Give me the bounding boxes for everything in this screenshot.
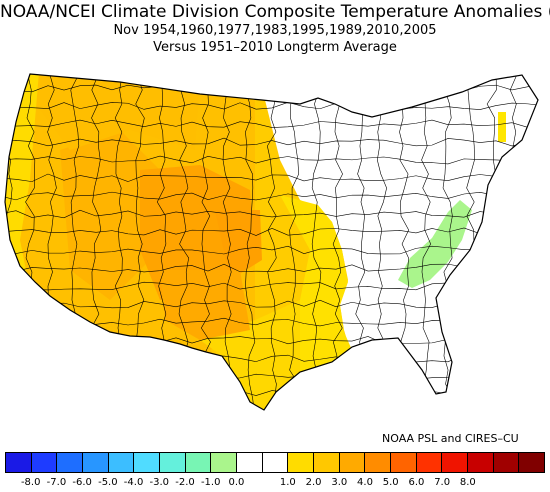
scale-tick-label: 2.0 (305, 477, 322, 488)
scale-tick-label: -4.0 (123, 477, 144, 488)
scale-tick-label: 4.0 (357, 477, 373, 488)
color-scale-cell (339, 453, 366, 472)
color-scale-cell (211, 453, 238, 472)
color-scale-cell (519, 453, 545, 472)
color-scale-cell (442, 453, 469, 472)
northern-rockies-region (40, 74, 200, 150)
scale-tick-label: -5.0 (98, 477, 118, 488)
color-scale-bar (5, 452, 545, 473)
map-subtitle-years: Nov 1954,1960,1977,1983,1995,1989,2010,2… (113, 23, 437, 38)
color-scale-cell (468, 453, 494, 472)
scale-tick-label: 7.0 (434, 477, 451, 488)
scale-tick-label: 8.0 (459, 477, 476, 488)
scale-tick-label: -7.0 (46, 477, 67, 488)
color-scale-cell (391, 453, 417, 472)
us-anomaly-map (4, 73, 539, 411)
scale-tick-label: 0.0 (228, 477, 245, 488)
color-scale-cell (57, 453, 84, 472)
color-scale-cell (237, 453, 263, 472)
scale-tick-label: 3.0 (331, 477, 348, 488)
texas-region (200, 300, 300, 410)
color-scale-cell (416, 453, 443, 472)
color-scale-cell (160, 453, 186, 472)
color-scale-cell (288, 453, 315, 472)
scale-tick-label: -8.0 (20, 477, 41, 488)
scale-tick-label: -6.0 (72, 477, 92, 488)
color-scale-cell (6, 453, 32, 472)
color-scale-cell (262, 453, 289, 472)
scale-tick-label: -2.0 (175, 477, 195, 488)
color-scale-ticks: -8.0 -7.0 -6.0 -5.0 -4.0 -3.0 -2.0 -1.0 0.0 1.0 2.… (0, 477, 550, 491)
scale-tick-label: -1.0 (200, 477, 221, 488)
color-scale-cell (83, 453, 109, 472)
credit-label: NOAA PSL and CIRES–CU (382, 432, 519, 445)
four-corners-region (140, 165, 255, 300)
color-scale-cell (314, 453, 340, 472)
color-scale-cell (365, 453, 392, 472)
us-outline (4, 73, 539, 411)
scale-tick-label: 6.0 (408, 477, 425, 488)
scale-tick-label: -3.0 (149, 477, 170, 488)
color-scale-cell (134, 453, 161, 472)
appalachian-region (398, 200, 472, 288)
map-subtitle-baseline: Versus 1951–2010 Longterm Average (153, 40, 397, 55)
color-scale-cell (31, 453, 58, 472)
map-title: NOAA/NCEI Climate Division Composite Tem… (0, 2, 550, 22)
color-scale-cell (493, 453, 520, 472)
vermont-region (498, 112, 506, 142)
great-basin-region (60, 130, 160, 300)
scale-tick-label: 1.0 (279, 477, 296, 488)
color-scale-cell (108, 453, 135, 472)
scale-tick-label: 5.0 (382, 477, 399, 488)
southern-plains-region (215, 210, 262, 280)
color-scale-cell (185, 453, 212, 472)
